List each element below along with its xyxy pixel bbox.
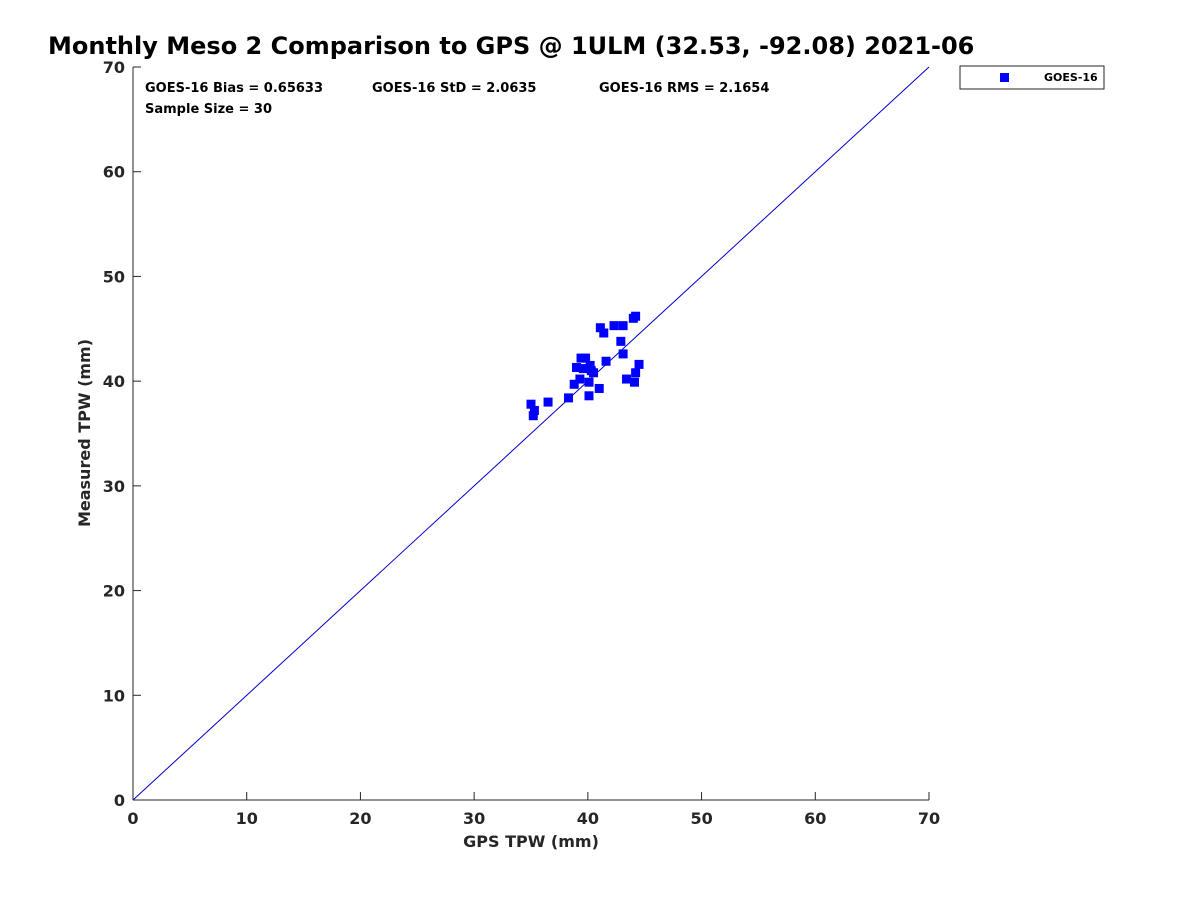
data-point — [609, 321, 619, 331]
y-tick-label: 10 — [103, 686, 125, 705]
data-point — [575, 374, 585, 384]
y-tick-label: 50 — [103, 267, 125, 286]
data-point — [618, 349, 628, 359]
x-ticks: 0 10 20 30 40 50 60 70 — [127, 792, 940, 828]
x-tick-label: 30 — [463, 809, 485, 828]
data-point — [543, 397, 553, 407]
rms-annotation: GOES-16 RMS = 2.1654 — [599, 81, 769, 96]
x-tick-label: 60 — [804, 809, 826, 828]
std-annotation: GOES-16 StD = 2.0635 — [372, 81, 536, 96]
y-tick-label: 60 — [103, 163, 125, 182]
chart-title: Monthly Meso 2 Comparison to GPS @ 1ULM … — [48, 32, 974, 60]
data-point — [601, 356, 611, 366]
x-axis-label: GPS TPW (mm) — [463, 832, 599, 851]
data-point — [585, 360, 595, 370]
data-point — [526, 399, 536, 409]
plot-area: 0 10 20 30 40 50 60 70 0 10 20 30 40 50 60 70 — [103, 58, 940, 828]
data-point — [618, 321, 628, 331]
y-tick-label: 0 — [114, 791, 125, 810]
bias-annotation: GOES-16 Bias = 0.65633 — [145, 81, 323, 96]
y-axis-label: Measured TPW (mm) — [75, 339, 94, 527]
data-point — [571, 363, 581, 373]
sample-size-annotation: Sample Size = 30 — [145, 102, 272, 117]
y-tick-label: 20 — [103, 582, 125, 601]
legend-label: GOES-16 — [1044, 71, 1098, 84]
x-tick-label: 20 — [349, 809, 371, 828]
x-tick-label: 50 — [690, 809, 712, 828]
data-point — [616, 336, 626, 346]
data-point — [578, 364, 588, 374]
y-tick-label: 30 — [103, 477, 125, 496]
data-point — [595, 323, 605, 333]
y-ticks: 0 10 20 30 40 50 60 70 — [103, 58, 141, 810]
data-points — [526, 311, 644, 421]
data-point — [584, 377, 594, 387]
data-point — [634, 359, 644, 369]
x-tick-label: 70 — [918, 809, 940, 828]
data-point — [581, 353, 591, 363]
x-tick-label: 0 — [127, 809, 138, 828]
data-point — [586, 366, 596, 376]
legend-marker — [1000, 73, 1009, 82]
data-point — [529, 405, 539, 415]
data-point — [594, 383, 604, 393]
data-point — [629, 377, 639, 387]
x-tick-label: 10 — [236, 809, 258, 828]
one-to-one-reference-line — [132, 66, 930, 801]
legend: GOES-16 — [959, 65, 1105, 90]
legend-box — [959, 65, 1105, 90]
data-point — [599, 328, 609, 338]
data-point — [622, 374, 632, 384]
data-point — [569, 379, 579, 389]
x-tick-label: 40 — [577, 809, 599, 828]
data-point — [576, 353, 586, 363]
data-point — [584, 391, 594, 401]
data-point — [631, 311, 641, 321]
data-point — [564, 393, 574, 403]
y-tick-label: 40 — [103, 372, 125, 391]
data-point — [631, 368, 641, 378]
data-point — [528, 411, 538, 421]
y-tick-label: 70 — [103, 58, 125, 77]
